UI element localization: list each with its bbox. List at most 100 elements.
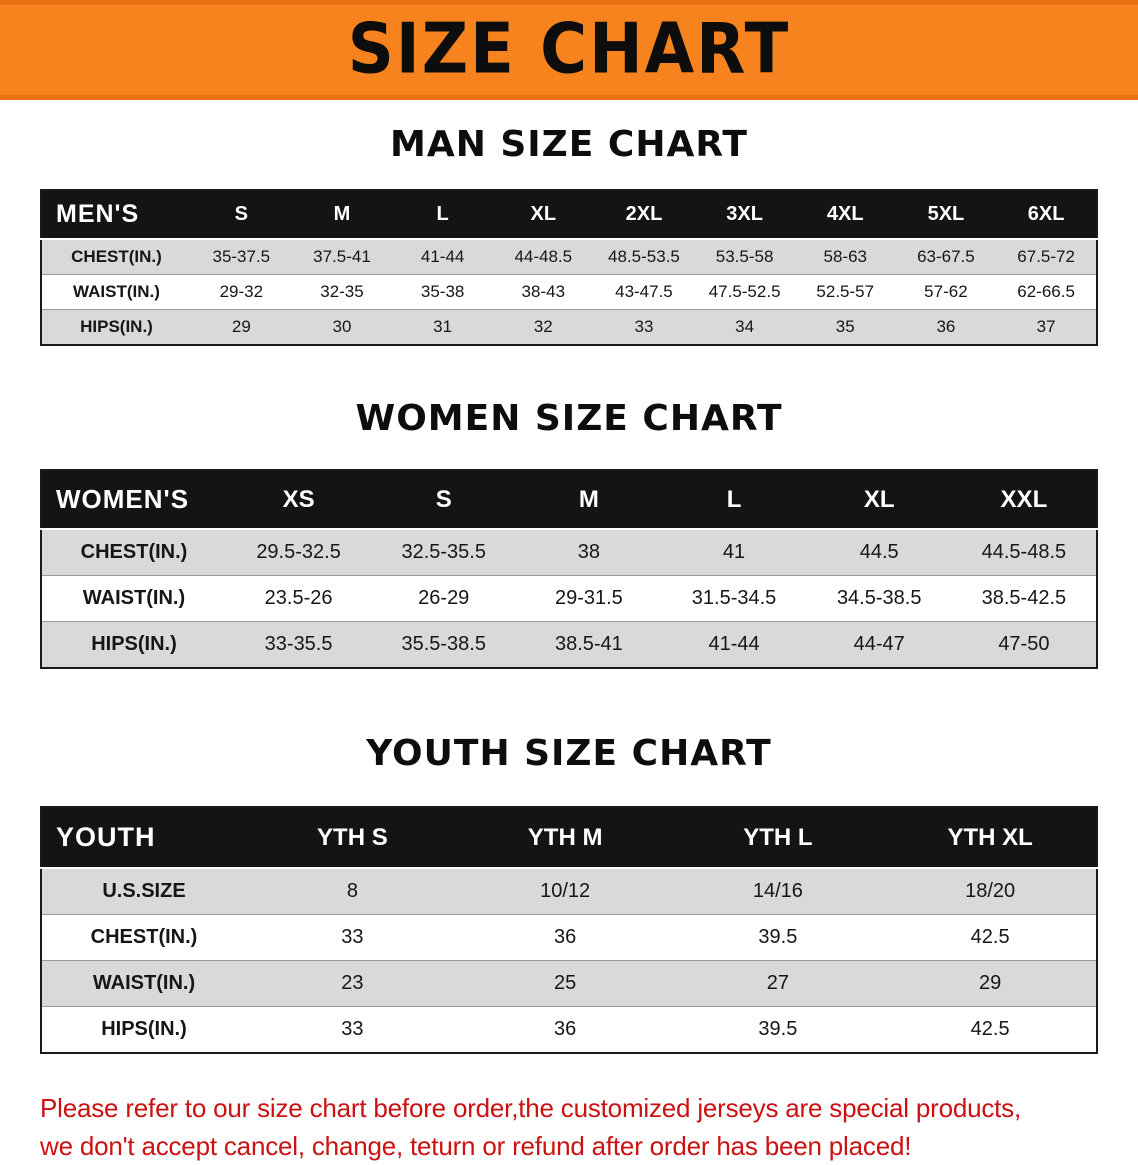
size-value: 29.5-32.5 (256, 541, 341, 563)
size-value: 36 (554, 1018, 577, 1040)
size-value: 23 (341, 972, 364, 994)
size-value: 58-63 (823, 247, 867, 266)
table-row: WAIST(IN.) 23.5-26 26-29 29-31.5 31.5-34.5 34… (41, 575, 1097, 622)
size-column-header: 2XL (593, 190, 695, 240)
size-value: 34.5-38.5 (836, 587, 922, 609)
women-section-heading: WOMEN SIZE CHART (355, 398, 783, 439)
table-row: HIPS(IN.) 33 36 39.5 42.5 (41, 1006, 1097, 1053)
size-column-header: YTH XL (884, 807, 1097, 869)
row-label: WAIST(IN.) (92, 972, 196, 994)
page-title: SIZE CHART (347, 10, 791, 90)
row-label: CHEST(IN.) (80, 541, 188, 563)
table-row: CHEST(IN.) 29.5-32.5 32.5-35.5 38 41 44.5 44.5… (41, 529, 1097, 576)
size-value: 33 (341, 1018, 364, 1040)
size-column-header: 3XL (694, 190, 795, 240)
size-column-header: L (392, 190, 493, 240)
size-column-header: XL (492, 190, 594, 240)
size-value: 44.5-48.5 (981, 541, 1067, 563)
size-value: 29-31.5 (554, 587, 623, 609)
size-column-header: YTH M (458, 807, 672, 869)
size-value: 25 (554, 972, 577, 994)
youth-table-wrap: YOUTH YTH S YTH M YTH L YTH XL U.S.SIZE 8 10/12… (40, 806, 1098, 1054)
table-title-cell: WOMEN'S (41, 470, 226, 530)
size-value: 32-35 (320, 282, 364, 301)
man-section-heading: MAN SIZE CHART (390, 124, 748, 165)
size-value: 27 (766, 972, 789, 994)
size-value: 37 (1036, 317, 1056, 336)
size-value: 38-43 (521, 282, 566, 301)
size-column-header: 4XL (794, 190, 896, 240)
table-title-cell: YOUTH (41, 807, 246, 869)
table-row: WAIST(IN.) 29-32 32-35 35-38 38-43 43-47.5 47.… (41, 274, 1097, 310)
size-value: 26-29 (418, 587, 470, 609)
size-value: 47.5-52.5 (708, 282, 781, 301)
size-value: 14/16 (752, 880, 803, 902)
size-value: 36 (554, 926, 577, 948)
size-value: 67.5-72 (1017, 247, 1075, 266)
size-column-header: 5XL (895, 190, 997, 240)
women-size-chart-section: WOMEN SIZE CHART WOMEN'S XS S M L XL XXL CHEST(… (0, 398, 1138, 669)
table-row: HIPS(IN.) 29 30 31 32 33 34 35 36 37 (41, 309, 1097, 345)
size-value: 23.5-26 (264, 587, 333, 609)
table-row: CHEST(IN.) 33 36 39.5 42.5 (41, 914, 1097, 961)
size-value: 62-66.5 (1017, 282, 1075, 301)
disclaimer-line-1: Please refer to our size chart before or… (40, 1093, 1022, 1123)
table-row: CHEST(IN.) 35-37.5 37.5-41 41-44 44-48.5 48.5… (41, 239, 1097, 275)
size-column-header: XS (226, 470, 372, 530)
youth-size-table: YOUTH YTH S YTH M YTH L YTH XL U.S.SIZE 8 10/12… (40, 806, 1098, 1054)
size-value: 41-44 (708, 633, 760, 655)
row-label: CHEST(IN.) (71, 247, 162, 266)
size-value: 8 (346, 880, 358, 902)
size-value: 42.5 (970, 1018, 1010, 1040)
women-size-table: WOMEN'S XS S M L XL XXL CHEST(IN.) 29.5-32.5 32.5… (40, 469, 1098, 669)
size-value: 44.5 (859, 541, 899, 563)
size-value: 10/12 (540, 880, 591, 902)
size-value: 42.5 (970, 926, 1010, 948)
size-value: 35-38 (420, 282, 465, 301)
table-row: U.S.SIZE 8 10/12 14/16 18/20 (41, 868, 1097, 915)
size-column-header: 6XL (996, 190, 1097, 240)
size-value: 38.5-41 (554, 633, 623, 655)
size-value: 29 (231, 317, 251, 336)
size-value: 63-67.5 (917, 247, 975, 266)
size-value: 29-32 (219, 282, 264, 301)
size-value: 48.5-53.5 (608, 247, 680, 266)
size-value: 29 (979, 972, 1002, 994)
disclaimer-line-2: we don't accept cancel, change, teturn o… (40, 1130, 912, 1161)
size-value: 30 (332, 317, 352, 336)
size-value: 41-44 (420, 247, 465, 266)
size-column-header: XL (806, 470, 952, 530)
size-value: 31.5-34.5 (691, 587, 777, 609)
row-label: CHEST(IN.) (90, 926, 198, 948)
size-value: 32.5-35.5 (401, 541, 486, 563)
size-column-header: YTH L (671, 807, 885, 869)
row-label: WAIST(IN.) (73, 282, 160, 301)
table-header-row: YOUTH YTH S YTH M YTH L YTH XL (41, 807, 1097, 869)
size-value: 53.5-58 (715, 247, 774, 266)
size-value: 37.5-41 (313, 247, 371, 266)
size-value: 33-35.5 (264, 633, 333, 655)
size-value: 35.5-38.5 (401, 633, 486, 655)
man-size-chart-section: MAN SIZE CHART MEN'S S M L XL 2XL 3XL 4XL 5XL 6XL… (0, 124, 1138, 346)
women-table-wrap: WOMEN'S XS S M L XL XXL CHEST(IN.) 29.5-32.5 32.5… (40, 469, 1098, 669)
size-column-header: M (516, 470, 662, 530)
size-value: 39.5 (758, 926, 798, 948)
table-row: WAIST(IN.) 23 25 27 29 (41, 960, 1097, 1007)
size-value: 34 (735, 317, 755, 336)
size-column-header: S (191, 190, 292, 240)
size-value: 18/20 (965, 880, 1016, 902)
table-header-row: MEN'S S M L XL 2XL 3XL 4XL 5XL 6XL (41, 190, 1097, 240)
table-row: HIPS(IN.) 33-35.5 35.5-38.5 38.5-41 41-44 44-… (41, 621, 1097, 668)
man-table-wrap: MEN'S S M L XL 2XL 3XL 4XL 5XL 6XL CHEST(IN.) 35-37… (40, 189, 1098, 346)
row-label: HIPS(IN.) (80, 317, 153, 336)
men-size-table: MEN'S S M L XL 2XL 3XL 4XL 5XL 6XL CHEST(IN.) 35-37… (40, 189, 1098, 346)
size-value: 36 (936, 317, 956, 336)
row-label: U.S.SIZE (102, 880, 186, 902)
size-value: 57-62 (924, 282, 968, 301)
size-value: 35 (835, 317, 855, 336)
size-value: 33 (634, 317, 654, 336)
size-value: 39.5 (758, 1018, 798, 1040)
size-value: 41 (722, 541, 746, 563)
size-value: 52.5-57 (816, 282, 875, 301)
size-value: 43-47.5 (615, 282, 673, 301)
